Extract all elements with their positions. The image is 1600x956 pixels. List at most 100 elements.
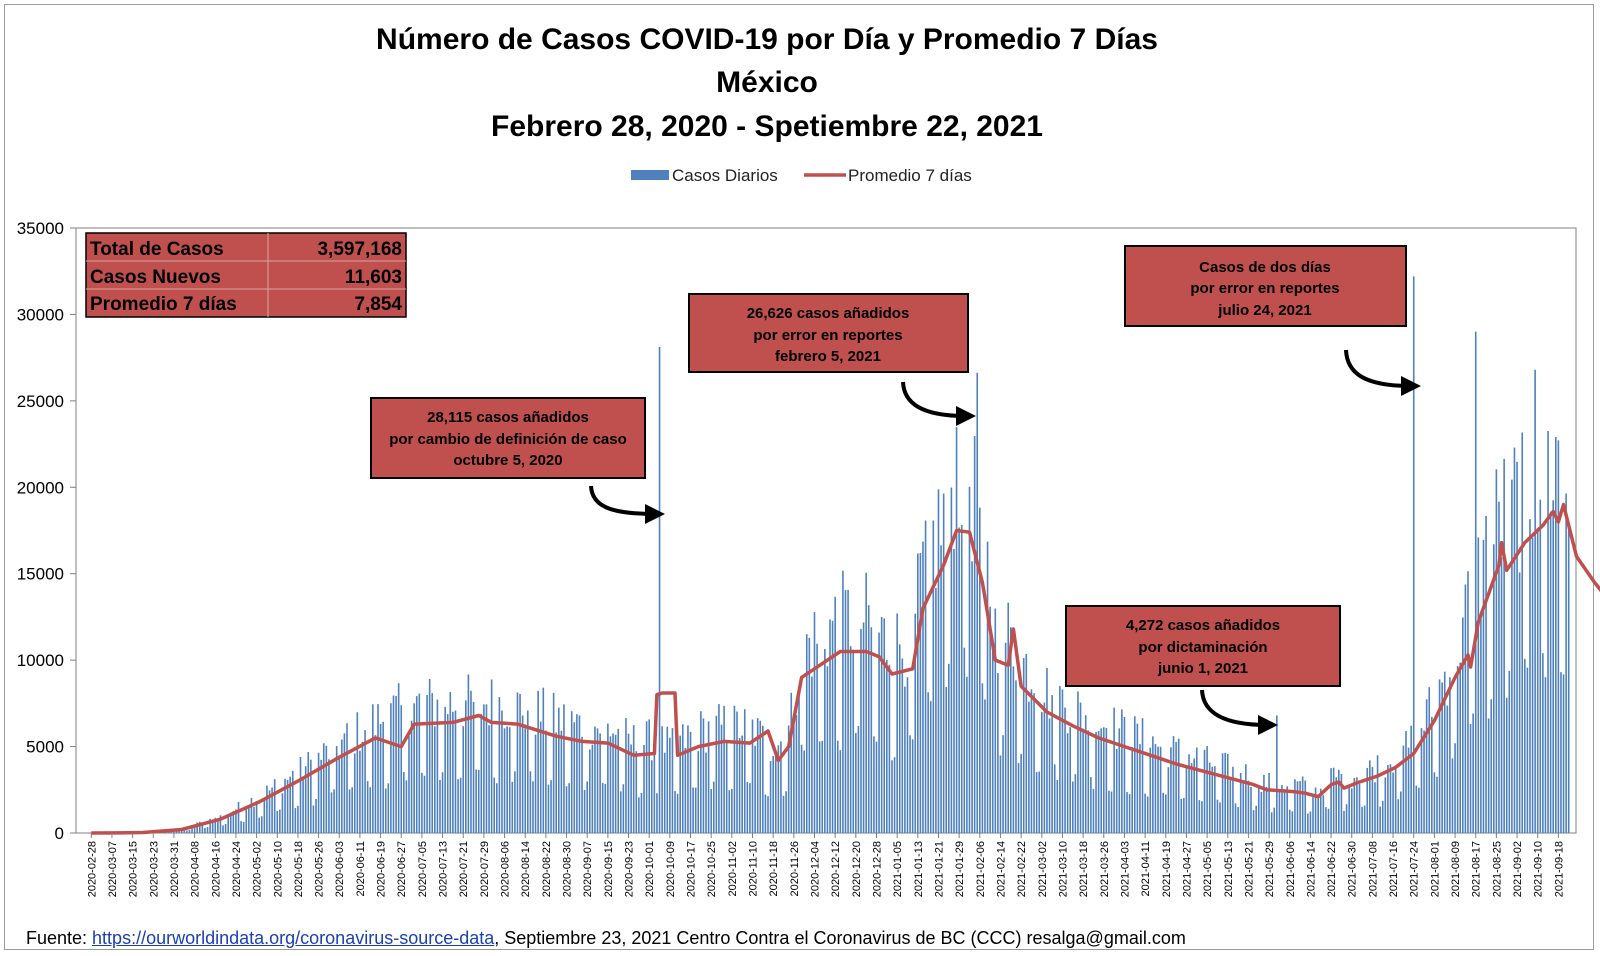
xtick-label: 2021-01-21	[933, 841, 945, 897]
bar-casos-diarios	[1226, 753, 1229, 833]
bar-casos-diarios	[772, 756, 774, 833]
bar-casos-diarios	[291, 770, 294, 833]
source-link[interactable]: https://ourworldindata.org/coronavirus-s…	[92, 928, 495, 948]
bar-casos-diarios	[604, 784, 607, 833]
bar-casos-diarios	[1276, 715, 1278, 833]
stats-label-total: Total de Casos	[90, 239, 224, 260]
bar-casos-diarios	[281, 793, 284, 833]
bar-casos-diarios	[1374, 782, 1376, 833]
bar-casos-diarios	[423, 775, 426, 833]
bar-casos-diarios	[1425, 699, 1428, 833]
bar-casos-diarios	[276, 810, 279, 833]
bar-casos-diarios	[1459, 662, 1462, 833]
bar-casos-diarios	[576, 714, 578, 833]
annotation-jun1: 4,272 casos añadidos por dictaminación j…	[1065, 605, 1341, 735]
bar-casos-diarios	[958, 527, 960, 833]
bar-casos-diarios	[759, 720, 762, 833]
bar-casos-diarios	[454, 710, 457, 833]
bar-casos-diarios	[1051, 695, 1053, 833]
bar-casos-diarios	[1467, 571, 1469, 833]
bar-casos-diarios	[1433, 772, 1436, 833]
bar-casos-diarios	[1180, 798, 1183, 833]
bar-casos-diarios	[219, 815, 222, 833]
bar-casos-diarios	[648, 719, 650, 833]
bar-casos-diarios	[465, 700, 467, 833]
bar-casos-diarios	[191, 826, 193, 833]
bar-casos-diarios	[800, 744, 803, 833]
bar-casos-diarios	[1314, 787, 1317, 833]
bar-casos-diarios	[1015, 680, 1017, 833]
series-line-promedio	[91, 502, 1600, 835]
title-line-3: Febrero 28, 2020 - Spetiembre 22, 2021	[491, 110, 1043, 143]
xtick-label: 2020-07-21	[458, 841, 470, 897]
bar-casos-diarios	[715, 715, 718, 833]
bar-casos-diarios	[1268, 773, 1270, 833]
bar-casos-diarios	[927, 692, 929, 833]
bar-casos-diarios	[237, 801, 240, 833]
bar-casos-diarios	[1387, 764, 1389, 833]
bar-casos-diarios	[1245, 764, 1247, 833]
bar-casos-diarios	[366, 781, 369, 833]
bar-casos-diarios	[581, 736, 583, 833]
bar-casos-diarios	[844, 590, 847, 833]
bar-casos-diarios	[586, 781, 589, 833]
xtick-label: 2021-04-03	[1119, 841, 1131, 897]
bar-casos-diarios	[1074, 774, 1077, 833]
bar-casos-diarios	[328, 759, 330, 833]
xtick-label: 2021-02-22	[1016, 841, 1028, 897]
bar-casos-diarios	[718, 704, 720, 833]
bar-casos-diarios	[1544, 677, 1547, 833]
bar-casos-diarios	[650, 760, 653, 833]
bar-casos-diarios	[245, 806, 248, 833]
bar-casos-diarios	[1273, 807, 1276, 833]
bar-casos-diarios	[1283, 790, 1286, 833]
bar-casos-diarios	[1441, 682, 1443, 833]
bar-casos-diarios	[545, 730, 547, 833]
xtick-label: 2020-09-23	[624, 841, 636, 897]
bar-casos-diarios	[1508, 670, 1511, 833]
bar-casos-diarios	[346, 723, 348, 833]
bar-casos-diarios	[188, 829, 191, 833]
xtick-label: 2020-08-06	[500, 841, 512, 897]
bar-casos-diarios	[289, 776, 291, 833]
bar-casos-diarios	[1567, 523, 1570, 833]
bar-casos-diarios	[1234, 803, 1237, 833]
bar-casos-diarios	[441, 772, 444, 833]
xtick-label: 2020-06-03	[334, 841, 346, 897]
bar-casos-diarios	[599, 733, 601, 833]
bar-casos-diarios	[170, 831, 173, 833]
bar-casos-diarios	[640, 792, 643, 833]
xtick-label: 2021-05-05	[1202, 841, 1214, 897]
bar-casos-diarios	[286, 779, 289, 833]
bar-casos-diarios	[1536, 527, 1539, 833]
bar-casos-diarios	[653, 743, 656, 833]
bar-casos-diarios	[413, 703, 415, 833]
bar-casos-diarios	[364, 730, 366, 833]
bar-casos-diarios	[1366, 767, 1369, 833]
xtick-label: 2020-11-10	[748, 841, 760, 896]
bar-casos-diarios	[909, 735, 911, 833]
bar-casos-diarios	[1211, 766, 1214, 833]
bar-casos-diarios	[330, 792, 333, 833]
bar-casos-diarios	[343, 733, 346, 833]
bar-casos-diarios	[1126, 792, 1128, 833]
annotation-feb5-arrow	[901, 381, 976, 426]
bar-casos-diarios	[415, 696, 418, 833]
bar-casos-diarios	[855, 733, 857, 833]
bar-casos-diarios	[1423, 730, 1425, 833]
bar-casos-diarios	[1296, 781, 1299, 833]
bar-casos-diarios	[836, 740, 839, 833]
bar-casos-diarios	[834, 596, 836, 833]
bar-casos-diarios	[1394, 768, 1397, 833]
bar-casos-diarios	[1560, 672, 1562, 833]
xtick-label: 2021-01-13	[913, 841, 925, 897]
bar-casos-diarios	[1438, 679, 1441, 833]
bar-casos-diarios	[821, 740, 824, 833]
bar-casos-diarios	[842, 570, 844, 833]
bar-casos-diarios	[503, 728, 506, 833]
bar-casos-diarios	[263, 798, 266, 833]
bar-casos-diarios	[612, 733, 614, 833]
bar-casos-diarios	[209, 818, 211, 833]
bar-casos-diarios	[1384, 777, 1387, 833]
stats-label-promedio: Promedio 7 días	[90, 294, 237, 315]
